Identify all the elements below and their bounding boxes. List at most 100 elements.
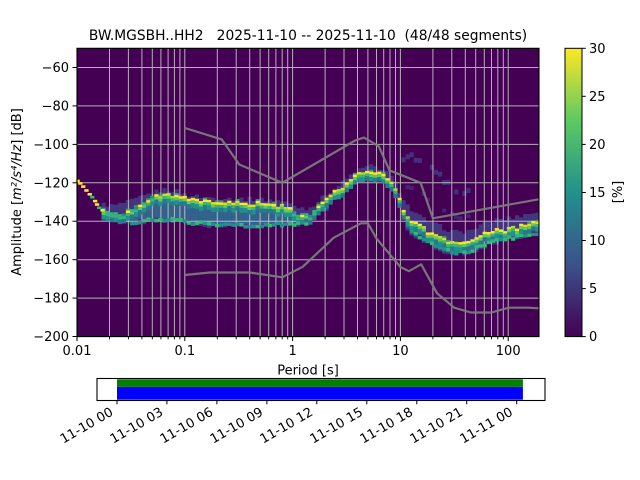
plot-title: BW.MGSBH..HH2 2025-11-10 -- 2025-11-10 (…: [89, 28, 527, 44]
heatmap-bin: [458, 242, 463, 245]
heatmap-bin: [101, 212, 106, 215]
heatmap-bin: [433, 169, 439, 175]
heatmap-bin: [482, 231, 487, 235]
heatmap-bin: [320, 201, 325, 205]
heatmap-bin: [523, 224, 528, 228]
heatmap-bin: [198, 206, 204, 225]
heatmap-bin: [235, 200, 240, 204]
heatmap-bin: [146, 205, 151, 218]
heatmap-bin: [458, 244, 463, 248]
heatmap-bin: [385, 180, 390, 184]
heatmap-bin: [182, 198, 187, 202]
heatmap-bin: [438, 236, 443, 239]
heatmap-bin: [438, 246, 443, 250]
heatmap-bin: [531, 223, 536, 227]
heatmap-bin: [450, 251, 455, 255]
scatter-pixel: [93, 199, 98, 203]
y-tick-label: −120: [33, 176, 69, 191]
heatmap-bin: [352, 174, 358, 178]
heatmap-bin: [409, 186, 414, 190]
heatmap-bin: [377, 171, 382, 175]
heatmap-bin: [178, 201, 183, 207]
heatmap-bin: [198, 201, 204, 204]
heatmap-bin: [255, 225, 260, 229]
heatmap-bin: [352, 177, 358, 181]
heatmap-bin: [454, 244, 459, 248]
heatmap-bin: [251, 210, 256, 227]
heatmap-bin: [365, 170, 370, 174]
heatmap-bin: [130, 211, 135, 215]
heatmap-bin: [275, 209, 281, 213]
heatmap-bin: [450, 241, 455, 244]
heatmap-bin: [442, 208, 447, 213]
heatmap-bin: [336, 194, 341, 199]
heatmap-bin: [401, 212, 406, 216]
heatmap-bin: [178, 196, 183, 199]
heatmap-bin: [113, 214, 118, 218]
heatmap-bin: [413, 157, 418, 163]
heatmap-bin: [523, 214, 528, 233]
heatmap-bin: [409, 226, 414, 231]
heatmap-bin: [198, 220, 204, 224]
heatmap-bin: [247, 225, 252, 229]
heatmap-bin: [215, 202, 220, 205]
heatmap-bin: [308, 214, 313, 218]
heatmap-bin: [498, 229, 503, 232]
heatmap-bin: [170, 216, 175, 221]
heatmap-bin: [154, 199, 159, 218]
heatmap-bin: [243, 208, 248, 225]
heatmap-bin: [361, 177, 366, 183]
heatmap-bin: [259, 205, 264, 209]
availability-coverage-green: [117, 379, 523, 387]
heatmap-bin: [101, 207, 106, 210]
heatmap-bin: [462, 244, 467, 247]
heatmap-bin: [190, 203, 195, 208]
colorbar-label: [%]: [611, 181, 626, 204]
heatmap-bin: [498, 237, 503, 241]
heatmap-bin: [304, 213, 309, 216]
heatmap-bin: [413, 231, 418, 236]
heatmap-bin: [117, 216, 122, 220]
heatmap-bin: [478, 237, 483, 241]
heatmap-bin: [105, 210, 110, 214]
heatmap-bin: [231, 208, 236, 213]
heatmap-bin: [255, 206, 260, 226]
heatmap-bin: [271, 209, 276, 225]
heatmap-bin: [125, 210, 131, 213]
heatmap-bin: [324, 197, 329, 201]
heatmap-bin: [373, 174, 378, 178]
heatmap-bin: [511, 228, 516, 232]
heatmap-bin: [381, 179, 386, 184]
heatmap-bin: [373, 177, 378, 183]
heatmap-bin: [519, 233, 524, 238]
heatmap-bin: [125, 215, 131, 221]
colorbar-tick-label: 5: [589, 282, 597, 297]
heatmap-bin: [502, 237, 508, 241]
heatmap-bin: [438, 241, 443, 246]
heatmap-bin: [154, 219, 159, 223]
heatmap-bin: [235, 206, 240, 211]
heatmap-bin: [138, 204, 143, 208]
time-tick-label: 11-10 21: [408, 405, 466, 447]
heatmap-bin: [288, 207, 293, 210]
colorbar-tick-label: 25: [589, 90, 606, 105]
high-noise-model-line: [184, 126, 539, 220]
time-tick-label: 11-10 15: [308, 405, 366, 447]
heatmap-bin: [506, 232, 512, 237]
heatmap-bin: [421, 231, 426, 236]
heatmap-bin: [219, 207, 224, 213]
heatmap-bin: [288, 209, 293, 213]
y-tick-label: −160: [33, 253, 69, 268]
heatmap-bin: [227, 203, 232, 207]
heatmap-bin: [194, 204, 199, 222]
heatmap-bin: [425, 234, 430, 238]
heatmap-bin: [421, 231, 426, 242]
heatmap-bin: [150, 198, 155, 202]
heatmap-bin: [474, 237, 479, 240]
heatmap-bin: [263, 223, 268, 227]
heatmap-bin: [158, 196, 163, 199]
heatmap-bin: [202, 202, 208, 205]
heatmap-bin: [519, 226, 524, 230]
